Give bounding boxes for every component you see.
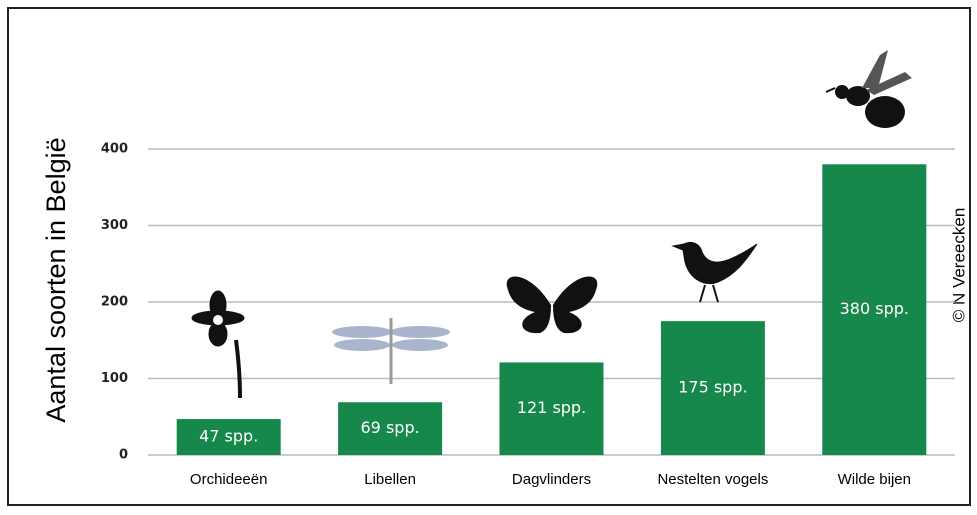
x-tick-label: Orchideeën: [190, 471, 268, 488]
value-label: 121 spp.: [517, 398, 586, 417]
x-tick-label: Nestelten vogels: [657, 471, 768, 488]
y-tick-label: 400: [101, 142, 128, 157]
x-tick-label: Libellen: [364, 471, 416, 488]
x-tick-label: Wilde bijen: [838, 471, 911, 488]
x-tick-label: Dagvlinders: [512, 471, 591, 488]
value-label: 47 spp.: [199, 427, 258, 446]
value-label: 69 spp.: [361, 418, 420, 437]
value-label: 175 spp.: [678, 378, 747, 397]
y-tick-label: 100: [101, 371, 128, 386]
y-tick-label: 0: [119, 448, 128, 463]
value-label: 380 spp.: [840, 299, 909, 318]
y-axis-label: Aantal soorten in België: [41, 137, 71, 422]
chart: Aantal soorten in België © N Vereecken: [0, 0, 977, 515]
y-tick-label: 200: [101, 295, 128, 310]
y-tick-label: 300: [101, 218, 128, 233]
